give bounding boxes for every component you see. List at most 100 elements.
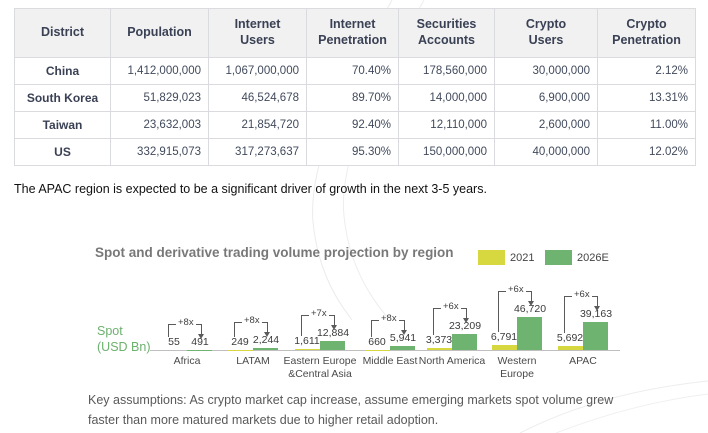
crypto-users-cell: 6,900,000 [494, 84, 598, 112]
securities-accounts-cell: 14,000,000 [398, 84, 495, 112]
crypto-users-cell: 30,000,000 [494, 57, 598, 85]
district-cell: South Korea [14, 84, 111, 112]
value-label-2021: 660 [368, 335, 386, 348]
crypto-users-cell: 2,600,000 [494, 111, 598, 139]
bracket-arrow-icon [195, 323, 205, 339]
chart-group-north-america: +6x 3,373 23,209 North America [419, 281, 486, 367]
population-cell: 23,632,003 [110, 111, 209, 139]
crypto-penetration-cell: 12.02% [597, 138, 696, 166]
column-header-crypto-penetration: Crypto Penetration [597, 8, 696, 58]
growth-multiplier-label: +6x [574, 289, 590, 301]
population-cell: 1,412,000,000 [110, 57, 209, 85]
chart-group-western: +6x 6,791 46,720 Western Europe [487, 281, 547, 380]
bracket-arrow-icon [261, 322, 271, 338]
internet-penetration-cell: 95.30% [306, 138, 399, 166]
growth-annotation: +6x [564, 289, 601, 333]
bracket-arrow-icon [328, 314, 338, 330]
column-header-internet-users: Internet Users [208, 8, 307, 58]
x-axis-label: Africa [173, 355, 201, 367]
x-axis-label: APAC [569, 355, 597, 367]
growth-multiplier-label: +8x [381, 312, 397, 324]
internet-penetration-cell: 89.70% [306, 84, 399, 112]
chart-group-middle-east: +8x 660 5,941 Middle East [360, 281, 420, 367]
value-label-2026e: 23,209 [448, 319, 482, 332]
growth-annotation: +8x [168, 317, 205, 339]
crypto-penetration-cell: 11.00% [597, 111, 696, 139]
table-row-south-korea: South Korea 51,829,023 46,524,678 89.70%… [14, 84, 696, 112]
bracket-arrow-icon [525, 291, 535, 307]
securities-accounts-cell: 178,560,000 [398, 57, 495, 85]
value-label-2026e: 491 [191, 335, 209, 348]
column-header-population: Population [110, 8, 209, 58]
table-row-taiwan: Taiwan 23,632,003 21,854,720 92.40% 12,1… [14, 111, 696, 139]
district-cell: Taiwan [14, 111, 111, 139]
bar-2026e [320, 340, 345, 350]
key-assumptions: Key assumptions: As crypto market cap in… [88, 393, 614, 427]
legend-label-2026e: 2026E [577, 252, 609, 264]
growth-annotation: +6x [433, 301, 470, 335]
bracket-line [371, 319, 379, 337]
internet-users-cell: 46,524,678 [208, 84, 307, 112]
bar-2021 [295, 348, 320, 350]
value-label-2021: 1,611 [294, 334, 320, 347]
internet-users-cell: 21,854,720 [208, 111, 307, 139]
chart-title: Spot and derivative trading volume proje… [95, 245, 454, 260]
growth-multiplier-label: +8x [178, 316, 194, 328]
legend-label-2021: 2021 [510, 252, 535, 264]
table-header-row: District Population Internet Users Inter… [14, 8, 696, 58]
legend-swatch-2026e [545, 250, 572, 265]
bracket-line [168, 323, 176, 337]
crypto-users-cell: 40,000,000 [494, 138, 598, 166]
value-label-2021: 3,373 [425, 333, 453, 346]
bracket-line [433, 307, 441, 335]
internet-users-cell: 1,067,000,000 [208, 57, 307, 85]
column-header-district: District [14, 8, 111, 58]
bracket-arrow-icon [591, 296, 601, 312]
x-axis-label: Middle East [362, 355, 418, 367]
value-label-2026e: 12,884 [316, 326, 350, 339]
value-label-2026e: 5,941 [389, 331, 417, 344]
growth-multiplier-label: +7x [311, 307, 327, 319]
crypto-penetration-cell: 2.12% [597, 57, 696, 85]
bar-2021 [427, 347, 452, 350]
district-cell: US [14, 138, 111, 166]
chart-group-eastern-europe: +7x 1,611 12,884 Eastern Europe &Central As… [284, 281, 357, 380]
bar-2026e [583, 322, 608, 350]
growth-multiplier-label: +6x [508, 284, 524, 296]
x-axis-label: LATAM [236, 355, 270, 367]
bracket-line [498, 291, 506, 333]
bracket-arrow-icon [460, 307, 470, 323]
growth-multiplier-label: +8x [244, 315, 260, 327]
bar-2021 [492, 345, 517, 350]
chart-group-latam: +8x 249 2,244 LATAM [223, 281, 283, 367]
y-axis-unit-label: Spot (USD Bn) [97, 324, 151, 354]
value-label-2021: 5,692 [556, 331, 584, 344]
growth-multiplier-label: +6x [443, 300, 459, 312]
value-label-2021: 6,791 [490, 331, 518, 344]
region-stats-table: District Population Internet Users Inter… [14, 8, 696, 166]
population-cell: 332,915,073 [110, 138, 209, 166]
bracket-line [234, 322, 242, 337]
x-axis-label: North America [418, 355, 486, 367]
apac-growth-statement: The APAC region is expected to be a sign… [14, 182, 487, 196]
growth-annotation: +6x [498, 284, 535, 333]
legend-swatch-2021 [478, 250, 505, 265]
table-row-us: US 332,915,073 317,273,637 95.30% 150,00… [14, 138, 696, 166]
bar-2026e [390, 345, 415, 350]
population-cell: 51,829,023 [110, 84, 209, 112]
bracket-line [301, 314, 309, 336]
internet-penetration-cell: 70.40% [306, 57, 399, 85]
bar-2026e [452, 333, 477, 350]
growth-annotation: +7x [301, 308, 338, 336]
internet-users-cell: 317,273,637 [208, 138, 307, 166]
column-header-securities-accounts: Securities Accounts [398, 8, 495, 58]
bar-2026e [253, 348, 278, 350]
district-cell: China [14, 57, 111, 85]
value-label-2026e: 39,163 [579, 308, 613, 321]
chart-plot: +8x 55 491 Africa +8x 249 2,244 LATAM +7x 1,611 12… [150, 281, 620, 380]
table-row-china: China 1,412,000,000 1,067,000,000 70.40%… [14, 57, 696, 85]
x-axis-label: Eastern Europe &Central Asia [283, 355, 357, 381]
growth-annotation: +8x [234, 315, 271, 338]
column-header-crypto-users: Crypto Users [494, 8, 598, 58]
